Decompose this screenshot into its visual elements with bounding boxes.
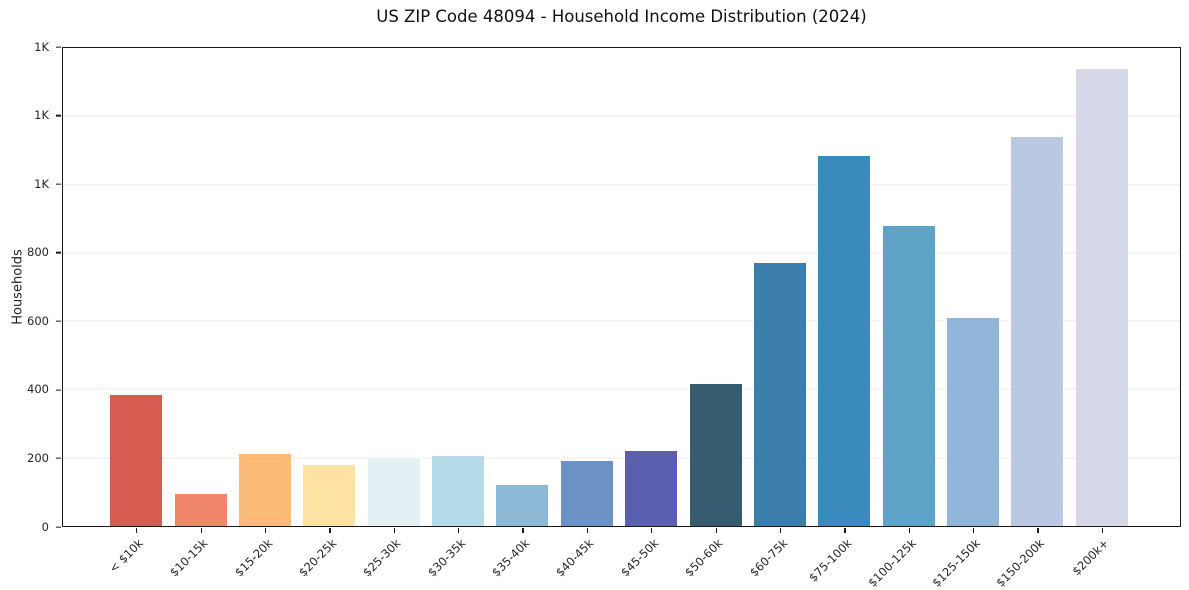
x-tick-label: $60-75k <box>746 536 790 580</box>
y-tick-mark <box>56 389 61 391</box>
bar-slot: $20-25k <box>296 48 361 579</box>
x-tick-mark <box>1101 528 1104 533</box>
y-tick-mark <box>56 457 61 460</box>
x-tick-label: $45-50k <box>617 536 662 580</box>
x-tick-label: $40-45k <box>553 536 597 580</box>
gridline <box>63 457 1180 459</box>
bar-$30-35k <box>432 456 485 526</box>
y-tick-mark <box>56 46 61 48</box>
bars-row: < $10k $10-15k $15-20k $20-25k $25-30k $30-35… <box>63 48 1180 590</box>
x-tick-mark <box>458 528 460 533</box>
y-tick-label: 800 <box>27 244 49 259</box>
bar-slot: $60-75k <box>746 48 812 579</box>
x-tick-mark <box>264 528 267 533</box>
bar-$25-30k <box>367 459 420 526</box>
bar-slot: $15-20k <box>231 48 297 579</box>
bar-slot: $35-40k <box>489 48 554 579</box>
gridline <box>63 184 1180 186</box>
bar-slot: $30-35k <box>425 48 490 579</box>
gridline <box>63 320 1180 322</box>
bar-< $10k <box>110 394 163 526</box>
x-tick-label: $10-15k <box>167 536 211 580</box>
x-tick-label: $125-150k <box>929 536 983 590</box>
bar-$50-60k <box>689 384 742 526</box>
x-tick-mark <box>908 528 910 533</box>
x-tick-label: $75-100k <box>805 536 855 585</box>
y-tick-label: 1K <box>34 39 49 54</box>
x-tick-mark <box>329 528 331 533</box>
x-tick-mark <box>393 528 395 533</box>
x-tick-label: $30-35k <box>424 536 468 580</box>
bar-slot: $40-45k <box>553 48 619 579</box>
x-tick-mark <box>586 528 589 533</box>
x-tick-mark <box>715 528 717 533</box>
x-tick-mark <box>1037 528 1039 533</box>
bar-$10-15k <box>174 493 227 526</box>
x-tick-mark <box>136 528 138 533</box>
bar-$40-45k <box>560 461 613 526</box>
bar-$15-20k <box>238 454 291 526</box>
y-tick-label: 200 <box>27 450 49 465</box>
bar-$45-50k <box>625 450 678 526</box>
gridline <box>63 115 1180 117</box>
y-tick-label: 0 <box>41 519 49 534</box>
bar-$100-125k <box>882 225 935 526</box>
bar-$150-200k <box>1011 136 1064 526</box>
bar-slot: $200k+ <box>1070 48 1134 578</box>
x-tick-mark <box>844 528 846 533</box>
x-tick-mark <box>973 528 975 533</box>
y-tick-label: 600 <box>27 313 49 328</box>
bar-slot: $150-200k <box>994 48 1069 590</box>
y-tick-mark <box>56 320 61 322</box>
bar-slot: < $10k <box>104 48 168 576</box>
y-tick-label: 1K <box>34 176 49 191</box>
bar-$200k+ <box>1075 68 1128 526</box>
bar-slot: $10-15k <box>167 48 232 579</box>
y-tick-label: 400 <box>27 382 49 397</box>
y-axis: 0 200 400 600 800 1K 1K 1K <box>0 41 62 532</box>
y-tick-mark <box>56 114 61 117</box>
bar-slot: $125-150k <box>929 48 1005 590</box>
bar-slot: $45-50k <box>618 48 683 579</box>
bar-slot: $25-30k <box>360 48 426 579</box>
plot-area: < $10k $10-15k $15-20k $20-25k $25-30k $30-35… <box>62 47 1181 590</box>
x-tick-mark <box>522 528 524 533</box>
x-tick-label: $150-200k <box>993 536 1048 590</box>
x-tick-label: $50-60k <box>682 536 726 580</box>
gridline <box>63 252 1180 254</box>
bar-$35-40k <box>496 485 549 526</box>
y-tick-mark <box>56 526 61 528</box>
bar-$75-100k <box>818 155 871 526</box>
x-tick-mark <box>779 528 782 533</box>
gridline <box>63 388 1180 390</box>
gridlines <box>63 48 1180 526</box>
x-tick-mark <box>200 528 202 533</box>
bar-$125-150k <box>947 317 1000 526</box>
bar-$20-25k <box>303 464 356 526</box>
y-tick-mark <box>56 183 61 185</box>
x-tick-label: $25-30k <box>360 536 404 580</box>
bar-$60-75k <box>753 263 806 526</box>
y-tick-label: 1K <box>34 107 49 122</box>
bar-slot: $75-100k <box>806 48 876 585</box>
x-tick-label: $35-40k <box>488 536 533 580</box>
x-tick-mark <box>651 528 653 533</box>
y-tick-mark <box>56 252 61 254</box>
bar-slot: $100-125k <box>865 48 941 590</box>
x-tick-label: $100-125k <box>864 536 919 590</box>
x-tick-label: < $10k <box>106 536 147 576</box>
x-tick-label: $200k+ <box>1069 536 1112 579</box>
x-tick-label: $20-25k <box>295 536 340 580</box>
x-tick-label: $15-20k <box>231 536 275 580</box>
chart-title: US ZIP Code 48094 - Household Income Dis… <box>376 7 867 26</box>
bar-slot: $50-60k <box>682 48 747 579</box>
